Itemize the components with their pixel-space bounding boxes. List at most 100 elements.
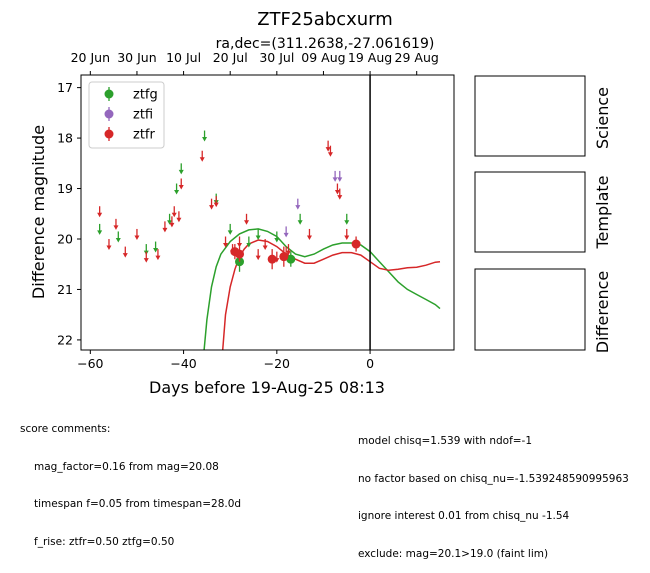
- score-comment-line: mag_factor=0.16 from mag=20.08: [34, 460, 219, 473]
- y-tick-label: 19: [57, 181, 73, 196]
- legend-entry-ztfr: ztfr: [104, 127, 155, 143]
- x-tick-label: 0: [366, 356, 374, 371]
- detection-ztfr: [267, 249, 277, 270]
- upper-limit-ztfr: [337, 188, 343, 200]
- upper-limit-ztfr: [325, 140, 331, 152]
- difference-label: Difference: [593, 271, 612, 353]
- upper-limit-ztfi: [337, 170, 343, 182]
- upper-limit-ztfg: [246, 236, 252, 248]
- template-label: Template: [593, 175, 612, 249]
- plot-frame: [80, 74, 455, 351]
- upper-limit-ztfr: [334, 183, 340, 195]
- detection-ztfr: [351, 236, 361, 252]
- chart-subtitle: ra,dec=(311.2638,-27.061619): [216, 36, 435, 52]
- upper-limit-ztfg: [178, 163, 184, 175]
- model-comments: model chisq=1.539 with ndof=-1 no factor…: [358, 410, 629, 573]
- upper-limit-ztfg: [297, 213, 303, 225]
- science-panel: [474, 75, 586, 157]
- upper-limit-ztfg: [167, 213, 173, 225]
- upper-limit-ztfr: [244, 213, 250, 225]
- top-tick-label: 29 Aug: [395, 50, 439, 65]
- top-tick-label: 20 Jul: [213, 50, 248, 65]
- light-curve-figure: ZTF25abcxurm ra,dec=(311.2638,-27.061619…: [29, 9, 612, 397]
- upper-limit-ztfr: [113, 218, 119, 230]
- upper-limit-ztfr: [237, 236, 243, 248]
- score-comments-heading: score comments:: [20, 423, 111, 435]
- score-comment-line: f_rise: ztfr=0.50 ztfg=0.50: [34, 535, 175, 548]
- upper-limit-ztfi: [295, 198, 301, 210]
- x-axis: −60 −40 −20 0: [77, 350, 374, 371]
- upper-limit-ztfr: [134, 228, 140, 240]
- y-axis: 17 18 19 20 21 22: [57, 80, 81, 347]
- upper-limit-ztfr: [143, 251, 149, 263]
- template-panel: [474, 171, 586, 253]
- score-comments: score comments: mag_factor=0.16 from mag…: [20, 398, 241, 561]
- data-points: [97, 130, 361, 272]
- upper-limit-ztfi: [332, 170, 338, 182]
- top-tick-label: 10 Jul: [166, 50, 201, 65]
- model-comment-line: exclude: mag=20.1>19.0 (faint lim): [358, 547, 549, 560]
- model-comment-line: ignore interest 0.01 from chisq_nu -1.54: [358, 510, 570, 522]
- difference-panel: [474, 268, 586, 351]
- upper-limit-ztfr: [106, 239, 112, 251]
- upper-limit-ztfr: [344, 228, 350, 240]
- model-curve-ztfr: [221, 239, 441, 350]
- top-tick-label: 20 Jun: [71, 50, 110, 65]
- upper-limit-ztfr: [262, 239, 268, 251]
- upper-limit-ztfg: [115, 231, 121, 243]
- y-tick-label: 20: [57, 231, 73, 246]
- upper-limit-ztfr: [171, 206, 177, 218]
- upper-limit-ztfr: [155, 249, 161, 261]
- detection-ztfr: [235, 246, 245, 262]
- legend-label: ztfg: [133, 88, 158, 103]
- legend-entry-ztfi: ztfi: [104, 107, 153, 123]
- y-tick-label: 18: [57, 131, 73, 146]
- upper-limit-ztfr: [213, 196, 219, 208]
- upper-limit-ztfr: [178, 178, 184, 190]
- upper-limit-ztfr: [169, 216, 175, 228]
- top-tick-label: 30 Jun: [117, 50, 156, 65]
- upper-limit-ztfg: [227, 223, 233, 235]
- legend-label: ztfi: [133, 108, 153, 123]
- upper-limit-ztfr: [176, 211, 182, 223]
- y-axis-label: Difference magnitude: [29, 125, 48, 299]
- upper-limit-ztfg: [202, 130, 208, 142]
- y-tick-label: 22: [57, 332, 73, 347]
- model-comment-line: no factor based on chisq_nu=-1.539248590…: [358, 472, 629, 485]
- upper-limit-ztfr: [223, 236, 229, 248]
- model-curve-ztfg: [203, 228, 441, 350]
- upper-limit-ztfr: [97, 206, 103, 218]
- cutout-panels: Science Template Difference: [474, 75, 612, 353]
- legend: ztfg ztfi ztfr: [88, 81, 165, 149]
- y-tick-label: 17: [57, 80, 73, 95]
- top-date-axis: 20 Jun 30 Jun 10 Jul 20 Jul 30 Jul 09 Aug 19 A…: [71, 50, 439, 75]
- upper-limit-ztfr: [285, 244, 291, 256]
- x-tick-label: −20: [264, 356, 290, 371]
- chart-title: ZTF25abcxurm: [257, 9, 393, 30]
- upper-limit-ztfr: [209, 198, 215, 210]
- model-comment-line: model chisq=1.539 with ndof=-1: [358, 435, 533, 447]
- upper-limit-ztfr: [122, 246, 128, 258]
- upper-limit-ztfr: [255, 249, 261, 261]
- y-tick-label: 21: [57, 282, 73, 297]
- upper-limit-ztfg: [97, 223, 103, 235]
- x-axis-label: Days before 19-Aug-25 08:13: [149, 378, 385, 397]
- upper-limit-ztfg: [274, 231, 280, 243]
- x-tick-label: −60: [77, 356, 103, 371]
- top-tick-label: 09 Aug: [301, 50, 345, 65]
- legend-label: ztfr: [133, 128, 155, 143]
- upper-limit-ztfg: [174, 183, 180, 195]
- legend-entry-ztfg: ztfg: [104, 87, 158, 103]
- upper-limit-ztfr: [327, 145, 333, 157]
- top-tick-label: 30 Jul: [259, 50, 294, 65]
- x-tick-label: −40: [170, 356, 196, 371]
- upper-limit-ztfr: [162, 221, 168, 233]
- upper-limit-ztfr: [306, 228, 312, 240]
- top-tick-label: 19 Aug: [348, 50, 392, 65]
- upper-limit-ztfg: [153, 241, 159, 253]
- upper-limit-ztfg: [255, 228, 261, 240]
- science-label: Science: [593, 87, 612, 149]
- detection-ztfg: [286, 251, 296, 267]
- detection-ztfr: [279, 246, 289, 267]
- upper-limit-ztfg: [344, 213, 350, 225]
